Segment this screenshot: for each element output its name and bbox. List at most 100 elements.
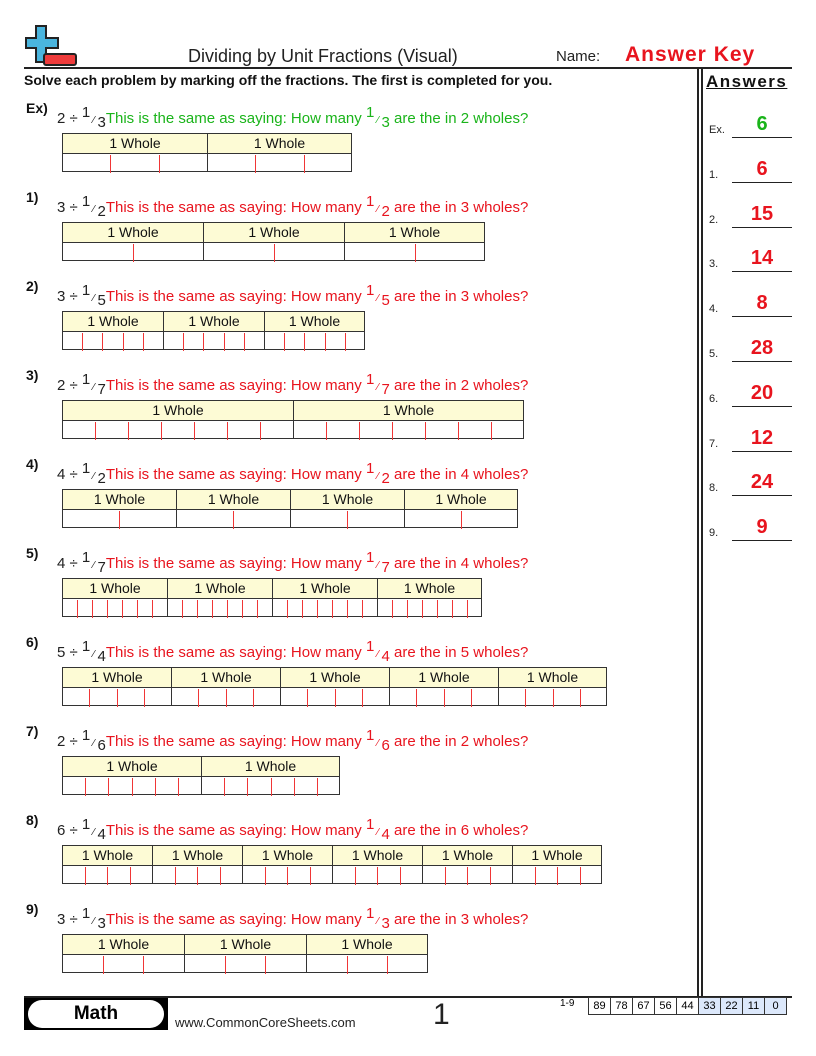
whole-segment[interactable]: 1 Whole [512, 845, 602, 885]
fraction-mark [247, 778, 249, 796]
fraction-mark [425, 422, 426, 440]
answer-number: 6. [709, 392, 719, 405]
site-link[interactable]: www.CommonCoreSheets.com [175, 1015, 356, 1030]
whole-segment[interactable]: 1 Whole [272, 578, 377, 618]
fraction-mark [265, 956, 267, 974]
answer-column-divider [697, 69, 699, 997]
fraction-mark [102, 956, 104, 974]
fraction-mark [92, 600, 93, 618]
subject-label: Math [28, 1000, 164, 1028]
problem-number: 2) [26, 278, 39, 294]
whole-segment[interactable]: 1 Whole [184, 934, 306, 974]
whole-segment[interactable]: 1 Whole [62, 667, 171, 707]
whole-segment[interactable]: 1 Whole [422, 845, 512, 885]
whole-label: 1 Whole [273, 579, 377, 599]
whole-segment[interactable]: 1 Whole [62, 400, 293, 440]
whole-segment[interactable]: 1 Whole [293, 400, 524, 440]
numerator: 1 [81, 104, 91, 121]
whole-segment[interactable]: 1 Whole [498, 667, 607, 707]
text-a: This is the same as saying: How many [105, 822, 362, 839]
problem-number: Ex) [26, 100, 48, 116]
fraction-slash: ⁄ [374, 560, 382, 571]
fraction-slash: ⁄ [90, 471, 98, 482]
answer-line [732, 137, 792, 138]
fraction-mark [347, 511, 348, 529]
answer-line [732, 540, 792, 542]
whole-segment[interactable]: 1 Whole [163, 311, 264, 351]
fraction-mark [552, 689, 554, 707]
whole-segment[interactable]: 1 Whole [62, 489, 176, 529]
score-cell: 11 [742, 997, 764, 1015]
fraction-slash: ⁄ [90, 204, 98, 215]
whole-segment[interactable]: 1 Whole [332, 845, 422, 885]
denominator: 4 [381, 648, 390, 665]
whole-segment[interactable]: 1 Whole [201, 756, 340, 796]
fraction-mark [344, 333, 346, 351]
whole-segment[interactable]: 1 Whole [62, 845, 152, 885]
fraction-mark [362, 600, 363, 618]
answer-row: 6. 20 [709, 381, 793, 407]
whole-segment[interactable]: 1 Whole [62, 133, 207, 173]
fraction-mark [304, 333, 306, 351]
problem-text: This is the same as saying: How many 1 ⁄… [105, 816, 528, 843]
fraction-mark [284, 333, 286, 351]
fraction-mark [116, 689, 118, 707]
whole-segment[interactable]: 1 Whole [203, 222, 344, 262]
problem: 1) 3 ÷ 1 ⁄ 2This is the same as saying: H… [0, 189, 690, 277]
problem-number: 5) [26, 545, 39, 561]
whole-segment[interactable]: 1 Whole [62, 578, 167, 618]
dividend: 2 [57, 377, 66, 394]
whole-segment[interactable]: 1 Whole [264, 311, 365, 351]
whole-segment[interactable]: 1 Whole [344, 222, 485, 262]
whole-segment[interactable]: 1 Whole [62, 934, 184, 974]
fraction-mark [270, 778, 272, 796]
denominator: 6 [381, 737, 390, 754]
denominator: 2 [381, 203, 390, 220]
whole-segment[interactable]: 1 Whole [404, 489, 518, 529]
whole-segment[interactable]: 1 Whole [62, 311, 163, 351]
whole-label: 1 Whole [333, 846, 422, 866]
header-divider [24, 67, 792, 69]
problem-expression: 4 ÷ 1 ⁄ 7This is the same as saying: How… [57, 549, 529, 576]
whole-segment[interactable]: 1 Whole [207, 133, 352, 173]
whole-segment[interactable]: 1 Whole [176, 489, 290, 529]
fraction-mark [152, 600, 153, 618]
whole-segment[interactable]: 1 Whole [290, 489, 404, 529]
answer-number: 3. [709, 258, 719, 271]
whole-segment[interactable]: 1 Whole [242, 845, 332, 885]
whole-label: 1 Whole [345, 223, 484, 243]
whole-segment[interactable]: 1 Whole [171, 667, 280, 707]
fraction-mark [317, 600, 318, 618]
fraction-slash: ⁄ [90, 738, 98, 749]
answer-number: 5. [709, 348, 719, 360]
whole-segment[interactable]: 1 Whole [62, 222, 203, 262]
whole-label: 1 Whole [63, 757, 201, 777]
denominator: 7 [97, 381, 106, 398]
problem-expression: 3 ÷ 1 ⁄ 2This is the same as saying: How… [57, 193, 529, 220]
whole-label: 1 Whole [63, 579, 167, 599]
whole-label: 1 Whole [281, 668, 389, 688]
whole-label: 1 Whole [208, 134, 351, 154]
fraction-mark [233, 511, 234, 529]
problem-text: This is the same as saying: How many 1 ⁄… [106, 282, 528, 309]
whole-segment[interactable]: 1 Whole [152, 845, 242, 885]
answer-line [732, 316, 792, 318]
whole-segment[interactable]: 1 Whole [280, 667, 389, 707]
problem: 4) 4 ÷ 1 ⁄ 2This is the same as saying: H… [0, 456, 690, 544]
denominator: 3 [381, 114, 390, 131]
answer-row: 7. 12 [709, 426, 793, 452]
answer-row: 5. 28 [709, 336, 793, 362]
numerator: 1 [81, 460, 91, 477]
whole-segment[interactable]: 1 Whole [62, 756, 201, 796]
fraction-mark [142, 333, 144, 351]
fraction-mark [255, 155, 257, 173]
whole-segment[interactable]: 1 Whole [377, 578, 482, 618]
problem-text: This is the same as saying: How many 1 ⁄… [106, 727, 528, 754]
whole-segment[interactable]: 1 Whole [389, 667, 498, 707]
fraction-mark [119, 511, 120, 529]
fraction-mark [307, 689, 309, 707]
numerator: 1 [365, 727, 375, 744]
problem-text: This is the same as saying: How many 1 ⁄… [106, 549, 528, 576]
whole-segment[interactable]: 1 Whole [167, 578, 272, 618]
whole-segment[interactable]: 1 Whole [306, 934, 428, 974]
